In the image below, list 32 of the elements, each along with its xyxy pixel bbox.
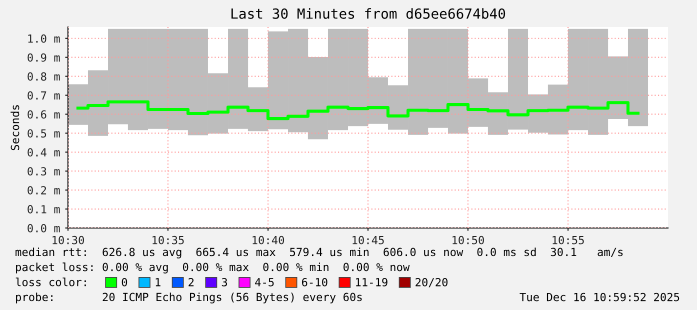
- x-tick-label: 10:30: [52, 236, 84, 244]
- y-tick-label: 1.0 m: [28, 34, 60, 43]
- y-tick-label: 0.0 m: [28, 224, 60, 232]
- y-tick-label: 0.6 m: [28, 110, 60, 119]
- y-tick-label: 0.7 m: [28, 91, 60, 100]
- x-tick-label: 10:40: [252, 236, 284, 244]
- legend-label: 6-10: [302, 278, 328, 286]
- text: loss color:: [16, 278, 86, 286]
- text: median rtt: 626.8 us avg 665.4 us max 579.4 us min 606.0 us now 0.0 ms sd 30.1 am/s: [16, 248, 623, 258]
- text: probe: 20 ICMP Echo Pings (56 Bytes) every 60s: [16, 292, 362, 304]
- y-axis-title: Seconds: [10, 105, 20, 150]
- legend-label: 0: [122, 278, 128, 286]
- legend-label: 20/20: [416, 278, 448, 288]
- x-tick-label: 10:45: [352, 236, 384, 244]
- y-tick-label: 0.1 m: [28, 205, 60, 214]
- text: packet loss: 0.00 % avg 0.00 % max 0.00 % min 0.00 % now: [16, 262, 410, 274]
- y-tick-label: 0.5 m: [28, 129, 60, 138]
- x-tick-label: 10:35: [152, 236, 184, 244]
- y-tick-label: 0.2 m: [28, 186, 60, 194]
- x-tick-label: 10:50: [452, 236, 484, 244]
- legend-label: 4-5: [255, 278, 274, 286]
- y-tick-label: 0.3 m: [28, 167, 60, 176]
- legend-label: 3: [222, 278, 228, 286]
- y-tick-label: 0.9 m: [28, 53, 60, 62]
- y-tick-label: 0.4 m: [28, 148, 60, 157]
- legend-label: 2: [188, 278, 194, 286]
- legend-label: 1: [156, 278, 160, 286]
- legend-label: 11-19: [356, 278, 388, 286]
- x-tick-label: 10:55: [552, 236, 584, 244]
- chart-title: Last 30 Minutes from d65ee6674b40: [231, 8, 506, 19]
- y-tick-label: 0.8 m: [28, 72, 60, 81]
- text: Tue Dec 16 10:59:52 2025: [520, 292, 680, 302]
